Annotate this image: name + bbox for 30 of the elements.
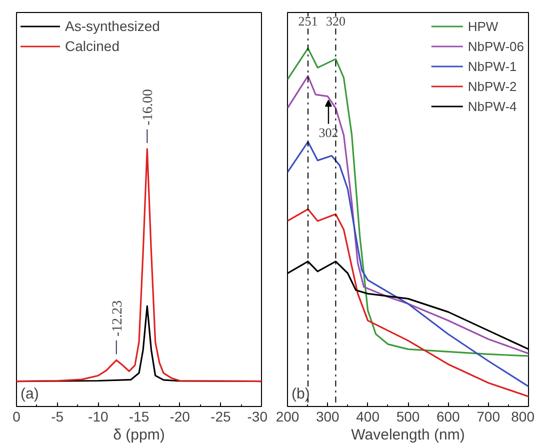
legend-label: NbPW-06 [468, 38, 524, 54]
annotation: -16.00 [141, 89, 156, 126]
ref-line-label: 251 [298, 14, 318, 28]
x-tick-label: 0 [12, 408, 21, 424]
x-tick-label: -5 [51, 408, 64, 424]
x-axis-title: Wavelength (nm) [351, 426, 465, 444]
x-tick-label: -15 [128, 408, 150, 424]
x-tick-label: -20 [170, 408, 190, 424]
legend-label: NbPW-2 [468, 78, 517, 94]
x-tick-label: -25 [210, 408, 231, 424]
x-tick-label: 500 [396, 408, 420, 424]
x-tick-label: 700 [476, 408, 500, 424]
annotation: -12.23 [110, 300, 126, 337]
x-tick-label: 200 [276, 408, 300, 424]
legend-label: Calcined [65, 38, 120, 54]
x-tick-label: -10 [88, 408, 108, 424]
x-tick-label: 400 [356, 408, 380, 424]
x-tick-label: 600 [436, 408, 460, 424]
legend-label: HPW [468, 18, 498, 34]
legend-label: NbPW-4 [468, 98, 517, 114]
x-tick-label: -30 [247, 408, 268, 424]
annotation: (b) [292, 386, 310, 402]
annotation: (a) [20, 386, 39, 402]
annotation: 302 [318, 124, 338, 140]
legend-label: NbPW-1 [468, 58, 517, 74]
x-axis-title: δ (ppm) [113, 426, 165, 444]
x-tick-label: 300 [316, 408, 340, 424]
legend-label: As-synthesized [65, 18, 160, 34]
ref-line-label: 320 [326, 14, 346, 28]
x-tick-label: 800 [511, 408, 535, 424]
